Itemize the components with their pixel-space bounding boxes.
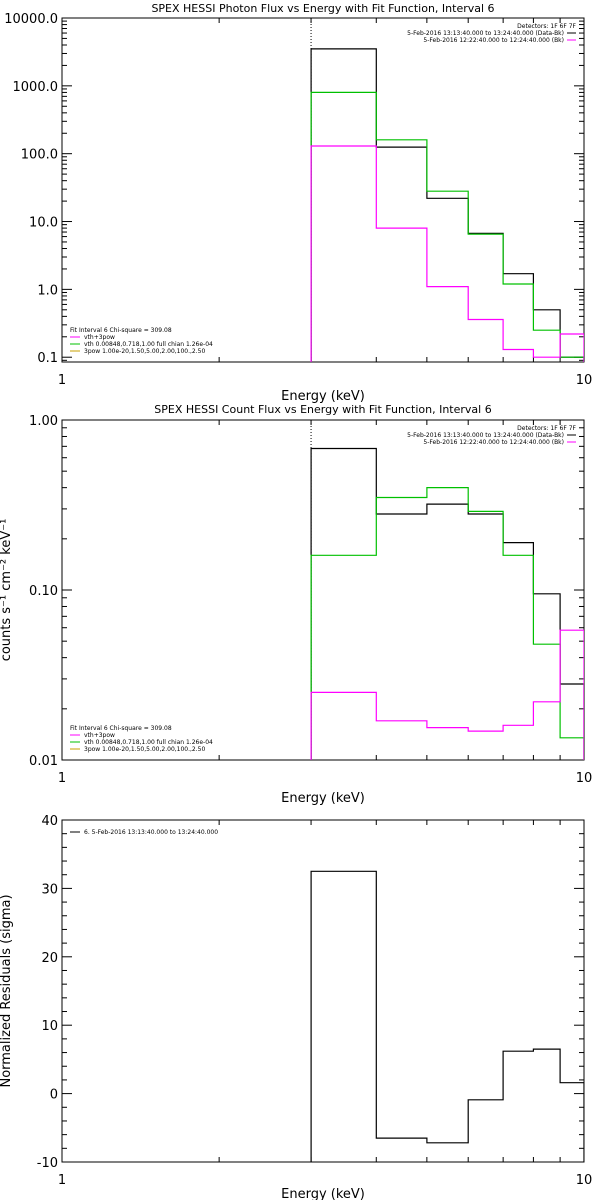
series-line-3 [310,629,584,760]
y-tick-label: 0.01 [29,754,58,769]
series-line-2 [310,91,584,362]
x-tick-label: 10 [576,1173,593,1188]
y-tick-label: 0 [50,1088,58,1103]
y-tick-label: 1000.0 [13,80,59,95]
legend-entry: 6. 5-Feb-2016 13:13:40.000 to 13:24:40.0… [84,829,218,836]
y-tick-label: 10 [41,1019,58,1034]
y-axis-label: Normalized Residuals (sigma) [0,894,14,1087]
x-tick-label: 1 [58,373,66,388]
legend-header: Detectors: 1F 6F 7F [517,425,576,432]
x-tick-label: 1 [58,1173,66,1188]
y-tick-label: 100.0 [21,148,58,163]
legend-entry: 3pow 1.00e-20,1.50,5.00,2.00,100.,2.50 [84,348,205,355]
legend-entry: vth+3pow [84,334,115,341]
y-tick-label: 30 [41,882,58,897]
y-axis-label: counts s⁻¹ cm⁻² keV⁻¹ [0,519,14,662]
legend-entry: vth 0.00848,0.718,1.00 full chian 1.26e-… [84,739,213,746]
series-line-1 [310,870,584,1162]
series-line-2 [310,487,584,760]
y-tick-label: 1.0 [37,283,58,298]
series-line-1 [310,447,584,760]
plot-frame [61,17,585,363]
chart-title: SPEX HESSI Count Flux vs Energy with Fit… [154,403,491,416]
chart-panel-2: SPEX HESSI Count Flux vs Energy with Fit… [0,403,592,806]
y-tick-label: 1.00 [29,414,58,429]
legend-entry: 5-Feb-2016 13:13:40.000 to 13:24:40.000 … [407,432,564,439]
x-tick-label: 10 [576,771,593,786]
series-line-3 [310,145,584,362]
chart-panel-1: SPEX HESSI Photon Flux vs Energy with Fi… [4,2,592,404]
y-tick-label: 40 [41,814,58,829]
legend-entry: 5-Feb-2016 12:22:40.000 to 12:24:40.000 … [423,439,564,446]
series-line-1 [310,48,584,362]
x-tick-label: 10 [576,373,593,388]
y-tick-label: 0.10 [29,584,58,599]
legend-header: Fit Interval 6 Chi-square = 309.08 [70,725,172,732]
y-tick-label: 0.1 [37,351,58,366]
plot-frame [61,819,585,1163]
x-tick-label: 1 [58,771,66,786]
plot-frame [61,419,585,761]
x-axis-label: Energy (keV) [281,389,365,404]
chart-title: SPEX HESSI Photon Flux vs Energy with Fi… [151,2,494,15]
y-tick-label: 10000.0 [4,12,58,27]
legend-entry: 5-Feb-2016 12:22:40.000 to 12:24:40.000 … [423,37,564,44]
x-axis-label: Energy (keV) [281,1187,365,1200]
legend-header: Detectors: 1F 6F 7F [517,23,576,30]
chart-panel-3: 1 10 40 30 20 10 0 -10 Energy (keV) Normalized Re… [0,814,592,1200]
legend-entry: vth 0.00848,0.718,1.00 full chian 1.26e-… [84,341,213,348]
legend-entry: 5-Feb-2016 13:13:40.000 to 13:24:40.000 … [407,30,564,37]
legend-entry: vth+3pow [84,732,115,739]
legend-header: Fit Interval 6 Chi-square = 309.08 [70,327,172,334]
y-tick-label: 20 [41,951,58,966]
x-axis-label: Energy (keV) [281,791,365,806]
y-tick-label: -10 [37,1156,58,1171]
legend-entry: 3pow 1.00e-20,1.50,5.00,2.00,100.,2.50 [84,746,205,753]
y-tick-label: 10.0 [29,216,58,231]
